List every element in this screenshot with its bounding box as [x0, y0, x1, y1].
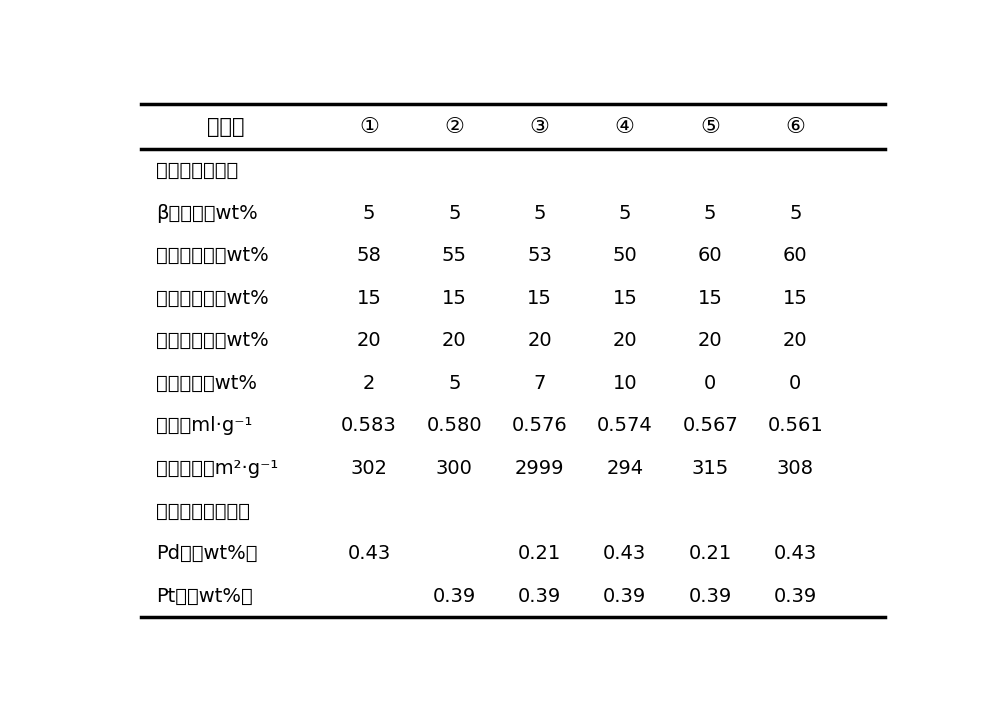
Text: 20: 20	[527, 331, 552, 350]
Text: 315: 315	[692, 459, 729, 478]
Text: 0.574: 0.574	[597, 416, 653, 435]
Text: 20: 20	[442, 331, 467, 350]
Text: 0.561: 0.561	[768, 416, 823, 435]
Text: 15: 15	[612, 289, 637, 308]
Text: 2999: 2999	[515, 459, 564, 478]
Text: 15: 15	[783, 289, 808, 308]
Text: 小孔氧化铝，wt%: 小孔氧化铝，wt%	[156, 331, 269, 350]
Text: 15: 15	[527, 289, 552, 308]
Text: 5: 5	[363, 203, 375, 223]
Text: 5: 5	[533, 203, 546, 223]
Text: 0.39: 0.39	[603, 586, 646, 605]
Text: 5: 5	[704, 203, 716, 223]
Text: 0.21: 0.21	[688, 544, 732, 563]
Text: 2: 2	[363, 374, 375, 393]
Text: 0.567: 0.567	[682, 416, 738, 435]
Text: 比表面积，m²·g⁻¹: 比表面积，m²·g⁻¹	[156, 459, 278, 478]
Text: 60: 60	[783, 246, 808, 265]
Text: 0.580: 0.580	[427, 416, 482, 435]
Text: ⑥: ⑥	[785, 117, 805, 137]
Text: 无定形硅铝，wt%: 无定形硅铝，wt%	[156, 246, 269, 265]
Text: ②: ②	[444, 117, 464, 137]
Text: 大孔氧化铝，wt%: 大孔氧化铝，wt%	[156, 289, 269, 308]
Text: 300: 300	[436, 459, 473, 478]
Text: 孔容，ml·g⁻¹: 孔容，ml·g⁻¹	[156, 416, 252, 435]
Text: 53: 53	[527, 246, 552, 265]
Text: 15: 15	[357, 289, 382, 308]
Text: 5: 5	[789, 203, 802, 223]
Text: 10: 10	[613, 374, 637, 393]
Text: 0.43: 0.43	[603, 544, 646, 563]
Text: 载体组成及性质: 载体组成及性质	[156, 161, 238, 180]
Text: 催化剂: 催化剂	[207, 117, 244, 137]
Text: 55: 55	[442, 246, 467, 265]
Text: 0.43: 0.43	[774, 544, 817, 563]
Text: 20: 20	[698, 331, 722, 350]
Text: 60: 60	[698, 246, 722, 265]
Text: 0.39: 0.39	[774, 586, 817, 605]
Text: 58: 58	[357, 246, 382, 265]
Text: 15: 15	[442, 289, 467, 308]
Text: 308: 308	[777, 459, 814, 478]
Text: 催化剂组成及性质: 催化剂组成及性质	[156, 501, 250, 520]
Text: 0.21: 0.21	[518, 544, 561, 563]
Text: ⑤: ⑤	[700, 117, 720, 137]
Text: β分子筛，wt%: β分子筛，wt%	[156, 203, 258, 223]
Text: ④: ④	[615, 117, 635, 137]
Text: 0: 0	[704, 374, 716, 393]
Text: Pt，（wt%）: Pt，（wt%）	[156, 586, 253, 605]
Text: 5: 5	[619, 203, 631, 223]
Text: 20: 20	[783, 331, 808, 350]
Text: Pd，（wt%）: Pd，（wt%）	[156, 544, 258, 563]
Text: 294: 294	[606, 459, 643, 478]
Text: 15: 15	[698, 289, 723, 308]
Text: 0.39: 0.39	[518, 586, 561, 605]
Text: 0.39: 0.39	[433, 586, 476, 605]
Text: ③: ③	[530, 117, 550, 137]
Text: 5: 5	[448, 374, 461, 393]
Text: 20: 20	[357, 331, 381, 350]
Text: ①: ①	[359, 117, 379, 137]
Text: 0.43: 0.43	[348, 544, 391, 563]
Text: 5: 5	[448, 203, 461, 223]
Text: 302: 302	[351, 459, 388, 478]
Text: 氧化石墨，wt%: 氧化石墨，wt%	[156, 374, 257, 393]
Text: 0.576: 0.576	[512, 416, 568, 435]
Text: 0.39: 0.39	[688, 586, 732, 605]
Text: 0.583: 0.583	[341, 416, 397, 435]
Text: 0: 0	[789, 374, 802, 393]
Text: 20: 20	[613, 331, 637, 350]
Text: 50: 50	[612, 246, 637, 265]
Text: 7: 7	[533, 374, 546, 393]
